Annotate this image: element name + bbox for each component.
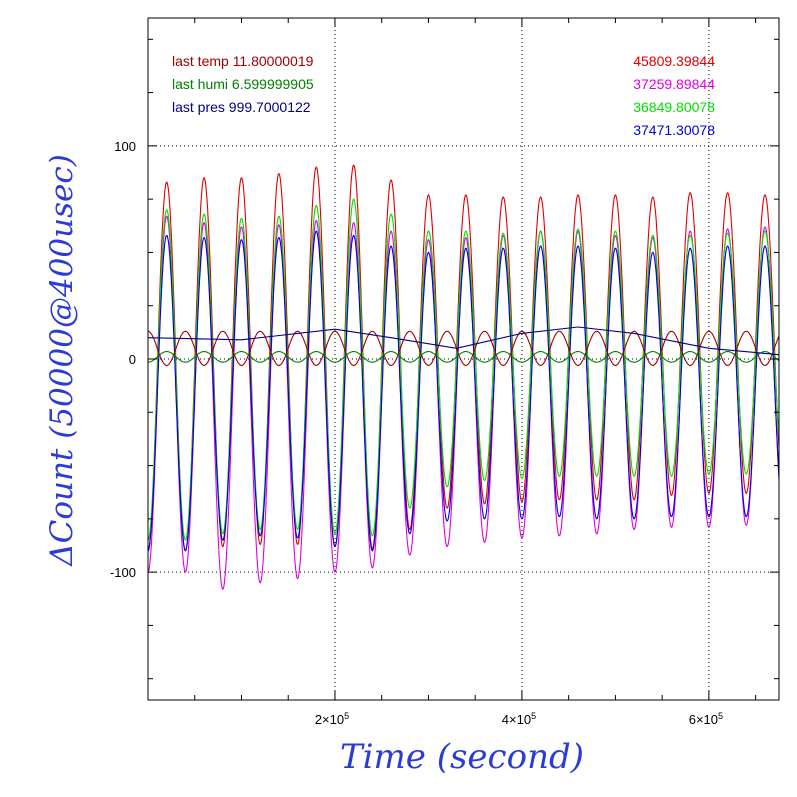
series-line-count2 [147,215,780,590]
legend-right-entry-2: 36849.80078 [633,99,715,115]
x-tick-label-2: 6×105 [689,711,723,727]
x-axis-label: Time (second) [340,737,584,777]
y-axis-label: ΔCount (50000@400usec) [44,154,80,567]
legend-right-entry-1: 37259.89844 [633,76,715,92]
series-line-count4 [147,230,780,552]
y-tick-label-2: -100 [110,565,136,580]
axis-ticks [148,18,779,700]
legend-left-entry-0: last temp 11.80000019 [172,53,314,69]
series-line-temp [147,330,780,366]
legend-left-entry-2: last pres 999.7000122 [172,99,311,115]
series-line-pres [147,326,780,356]
y-tick-label-1: 0 [129,352,136,367]
plot-series [147,164,780,590]
series-line-humi [148,350,780,363]
axis-tick-labels: 100 0 -100 2×105 4×105 6×105 [110,139,723,727]
y-tick-label-0: 100 [114,139,136,154]
grid-lines [148,18,779,700]
x-tick-label-1: 4×105 [502,711,536,727]
x-tick-label-0: 2×105 [315,711,349,727]
legend: last temp 11.80000019 last humi 6.5999999… [172,53,715,138]
legend-left-entry-1: last humi 6.599999905 [172,76,314,92]
legend-right-entry-3: 37471.30078 [633,122,715,138]
legend-right-entry-0: 45809.39844 [633,53,715,69]
